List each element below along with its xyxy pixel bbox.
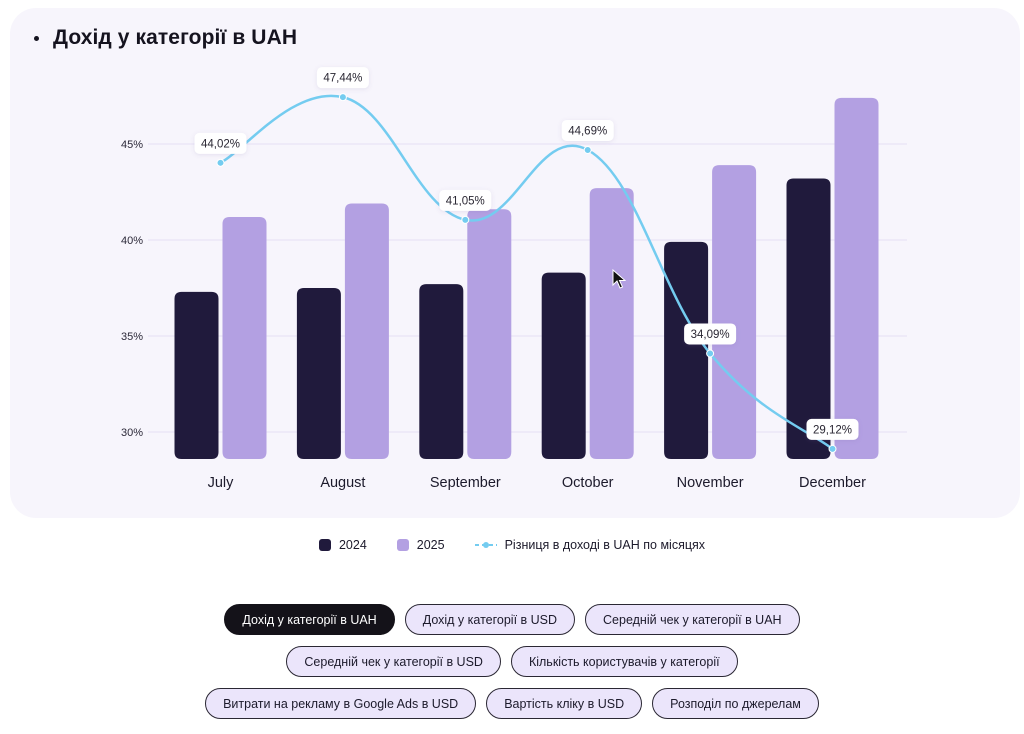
data-label: 29,12%	[806, 418, 859, 440]
y-tick-label: 30%	[121, 427, 143, 439]
data-label: 47,44%	[316, 67, 369, 89]
difference-point	[706, 349, 715, 358]
x-tick-label: September	[430, 475, 501, 491]
mouse-cursor-icon	[612, 268, 627, 294]
x-tick-label: October	[562, 475, 614, 491]
legend-swatch-2025	[396, 539, 409, 551]
bar-2024	[296, 288, 341, 459]
metric-button-avg-check-usd[interactable]: Середній чек у категорії в USD	[286, 646, 501, 677]
data-label: 44,02%	[194, 132, 247, 154]
metric-button-cpc-usd[interactable]: Вартість кліку в USD	[486, 688, 643, 719]
x-tick-label: November	[677, 475, 744, 491]
chart-legend: 2024 2025 Різниця в доході в UAH по міся…	[0, 538, 1024, 552]
bar-2025	[834, 97, 879, 460]
bar-2024	[664, 241, 709, 459]
data-label-box	[316, 67, 369, 89]
data-label: 34,09%	[684, 323, 737, 345]
data-label: 44,69%	[561, 119, 614, 141]
chart-title-wrap: Дохід у категорії в UAH	[34, 26, 297, 50]
metric-selector: Дохід у категорії в UAH Дохід у категорі…	[0, 604, 1024, 719]
bar-2025	[344, 203, 389, 459]
bar-2025	[589, 188, 634, 459]
data-label-box	[684, 323, 737, 345]
data-label-text: 47,44%	[323, 73, 362, 85]
y-tick-label: 45%	[121, 139, 143, 151]
difference-point	[828, 444, 837, 453]
x-tick-label: August	[320, 475, 365, 491]
chart-title: Дохід у категорії в UAH	[53, 26, 298, 49]
x-tick-label: July	[208, 475, 235, 491]
metric-button-revenue-usd[interactable]: Дохід у категорії в USD	[404, 604, 576, 635]
bar-2024	[786, 178, 831, 459]
legend-label: Різниця в доході в UAH по місяцях	[504, 538, 706, 552]
data-label-box	[806, 418, 859, 440]
metric-button-google-ads-spend[interactable]: Витрати на рекламу в Google Ads в USD	[205, 688, 477, 719]
data-label-text: 41,05%	[446, 195, 485, 207]
data-label-text: 34,09%	[691, 329, 730, 341]
data-label-text: 29,12%	[813, 424, 852, 436]
legend-item-2025[interactable]: 2025	[396, 538, 445, 552]
data-label-box	[561, 119, 614, 141]
data-label: 41,05%	[439, 189, 492, 211]
metric-button-avg-check-uah[interactable]: Середній чек у категорії в UAH	[585, 604, 800, 635]
button-row: Витрати на рекламу в Google Ads в USD Ва…	[205, 688, 819, 719]
legend-line-dot-icon	[474, 539, 497, 551]
difference-point	[461, 215, 470, 224]
metric-button-revenue-uah[interactable]: Дохід у категорії в UAH	[224, 604, 395, 635]
difference-point	[338, 93, 347, 102]
y-tick-label: 35%	[121, 331, 143, 343]
metric-button-users-count[interactable]: Кількість користувачів у категорії	[510, 646, 738, 677]
button-row: Дохід у категорії в UAH Дохід у категорі…	[224, 604, 800, 635]
legend-label: 2024	[338, 538, 367, 552]
bar-line-chart: 30% 35% 40% 45% 44,02% 47,44% 41,05% 44,69% 34,…	[121, 67, 907, 491]
difference-point	[583, 145, 592, 154]
legend-item-difference[interactable]: Різниця в доході в UAH по місяцях	[474, 538, 706, 552]
bar-2025	[222, 216, 267, 459]
bar-2025	[467, 209, 512, 459]
legend-swatch-2024	[318, 539, 331, 551]
bar-2024	[174, 291, 219, 459]
metric-button-source-distribution[interactable]: Розподіл по джерелам	[652, 688, 819, 719]
bar-2024	[541, 272, 586, 459]
bar-2024	[419, 284, 464, 459]
x-tick-label: December	[799, 475, 866, 491]
y-tick-label: 40%	[121, 235, 143, 247]
data-label-text: 44,69%	[568, 125, 607, 137]
data-label-box	[194, 132, 247, 154]
bar-2025	[712, 165, 757, 459]
data-label-box	[439, 189, 492, 211]
bullet-icon	[34, 35, 39, 41]
button-row: Середній чек у категорії в USD Кількість…	[286, 646, 738, 677]
difference-point	[216, 158, 225, 167]
legend-item-2024[interactable]: 2024	[318, 538, 367, 552]
data-label-text: 44,02%	[201, 138, 240, 150]
legend-label: 2025	[416, 538, 445, 552]
